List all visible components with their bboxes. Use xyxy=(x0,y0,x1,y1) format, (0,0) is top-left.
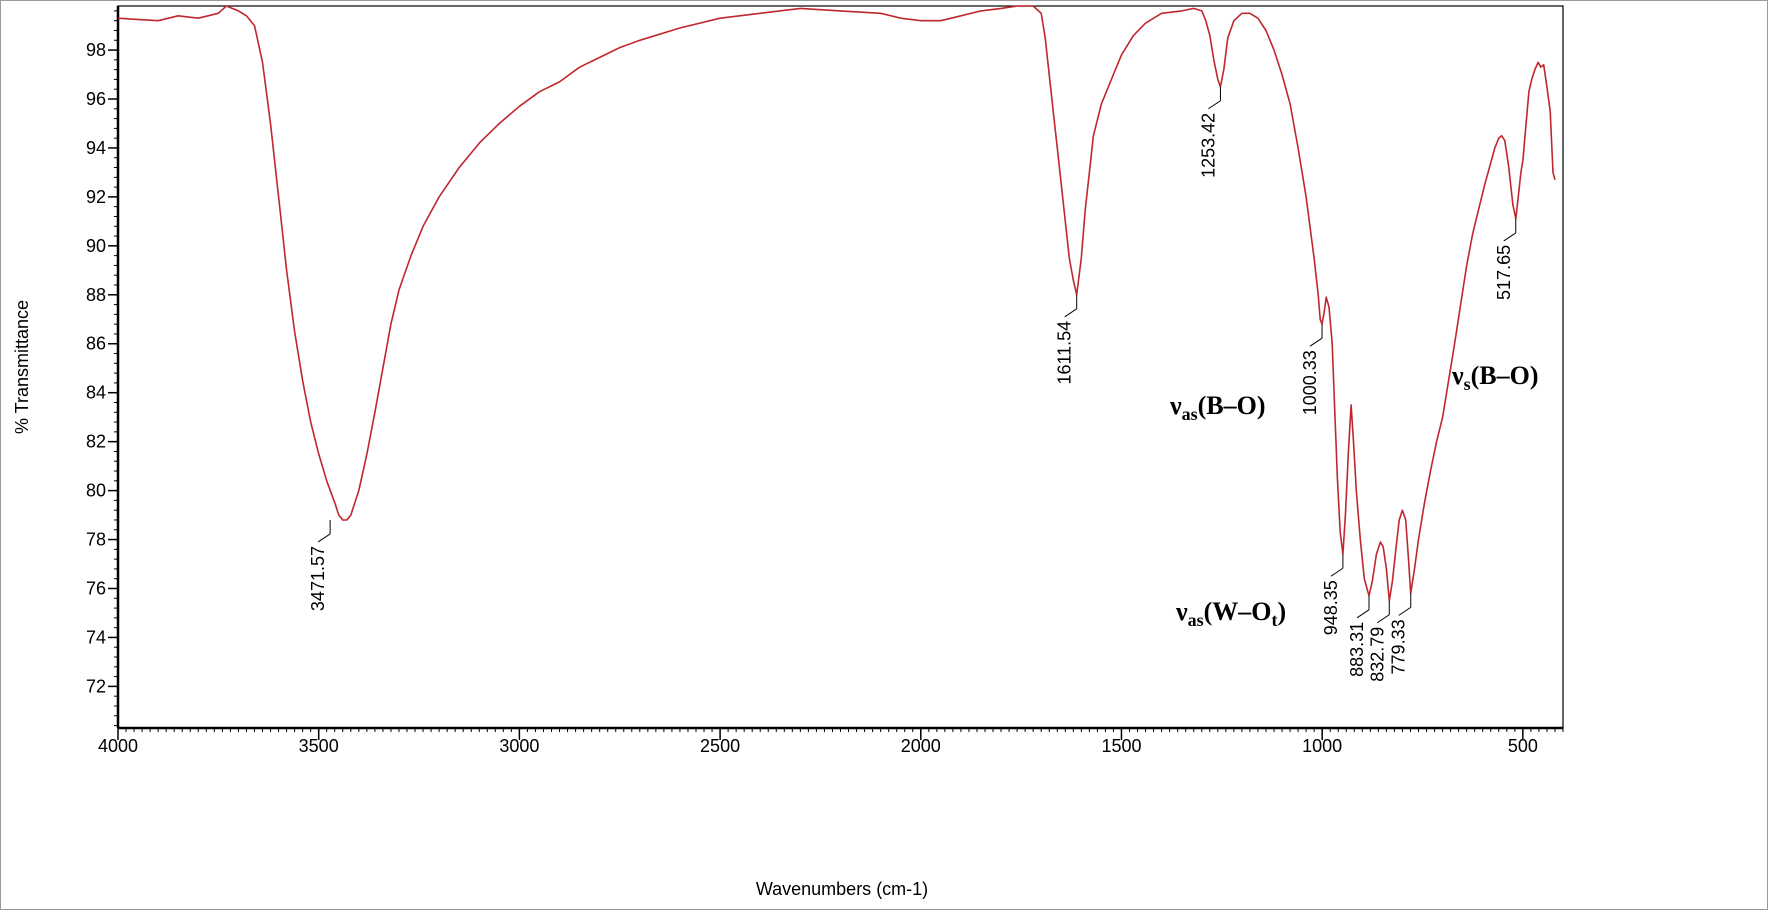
peak-marker: 517.65 xyxy=(1494,218,1517,300)
plot-border xyxy=(117,5,1564,729)
peak-leader-elbow xyxy=(1330,567,1344,577)
y-tick-label: 94 xyxy=(86,138,106,158)
peak-marker: 1253.42 xyxy=(1198,86,1221,178)
y-tick-label: 90 xyxy=(86,236,106,256)
peak-label: 1611.54 xyxy=(1055,321,1075,385)
peak-leader-elbow xyxy=(1356,609,1370,619)
y-tick-label: 88 xyxy=(86,285,106,305)
y-tick-label: 74 xyxy=(86,627,106,647)
peak-marker: 779.33 xyxy=(1389,593,1412,674)
x-tick-label: 3500 xyxy=(299,736,339,756)
y-tick-label: 96 xyxy=(86,89,106,109)
peak-label: 832.79 xyxy=(1367,627,1387,682)
spectrum-line xyxy=(117,5,1556,602)
y-tick-label: 98 xyxy=(86,40,106,60)
peak-leader-elbow xyxy=(1503,232,1517,242)
axis-ticks: 4000 3500 3000 2500 2000 1500 1000 500 72 74 76 78 8… xyxy=(86,10,1564,756)
peak-leader-elbow xyxy=(1064,308,1077,318)
peak-marker: 832.79 xyxy=(1367,600,1390,682)
peak-label: 948.35 xyxy=(1321,580,1341,635)
x-axis-title: Wavenumbers (cm-1) xyxy=(756,879,928,899)
peak-leader-elbow xyxy=(1398,606,1412,616)
peak-label: 779.33 xyxy=(1389,619,1409,674)
peak-leader-elbow xyxy=(1208,100,1221,110)
peak-label: 1253.42 xyxy=(1198,113,1218,178)
peak-label: 517.65 xyxy=(1494,245,1514,300)
peak-labels: 3471.57 1611.54 1253.42 1000.33 948.35 883.31… xyxy=(308,86,1517,682)
band-assignment-as-bo: νas(B–O) xyxy=(1169,391,1266,424)
x-tick-label: 1000 xyxy=(1302,736,1342,756)
y-tick-label: 82 xyxy=(86,432,106,452)
peak-marker: 1000.33 xyxy=(1300,324,1323,415)
peak-label: 3471.57 xyxy=(308,546,328,611)
y-tick-label: 72 xyxy=(86,676,106,696)
series-layer xyxy=(117,5,1556,602)
peak-label: 1000.33 xyxy=(1300,350,1320,415)
y-tick-label: 84 xyxy=(86,383,106,403)
peak-leader-elbow xyxy=(1309,337,1323,347)
band-assignment-s-bo: νs(B–O) xyxy=(1451,361,1539,394)
x-tick-label: 1500 xyxy=(1101,736,1141,756)
band-assignments: νas(B–O) νas(W–Ot) νs(B–O) xyxy=(1169,361,1539,630)
y-tick-label: 92 xyxy=(86,187,106,207)
x-tick-label: 4000 xyxy=(98,736,138,756)
y-tick-label: 76 xyxy=(86,578,106,598)
y-tick-label: 86 xyxy=(86,334,106,354)
x-tick-label: 3000 xyxy=(499,736,539,756)
y-tick-label: 78 xyxy=(86,530,106,550)
peak-leader-elbow xyxy=(1377,614,1390,624)
peak-marker: 883.31 xyxy=(1347,595,1370,677)
peak-marker: 948.35 xyxy=(1321,554,1344,635)
y-axis-title: % Transmittance xyxy=(12,300,32,434)
band-assignment-as-wo: νas(W–Ot) xyxy=(1175,597,1286,630)
peak-leader-elbow xyxy=(317,533,331,543)
y-tick-label: 80 xyxy=(86,481,106,501)
x-tick-label: 2500 xyxy=(700,736,740,756)
peak-label: 883.31 xyxy=(1347,622,1367,677)
x-tick-label: 2000 xyxy=(901,736,941,756)
x-tick-label: 500 xyxy=(1508,736,1538,756)
axes xyxy=(116,5,1564,730)
peak-marker: 3471.57 xyxy=(308,519,331,611)
peak-marker: 1611.54 xyxy=(1055,294,1078,385)
